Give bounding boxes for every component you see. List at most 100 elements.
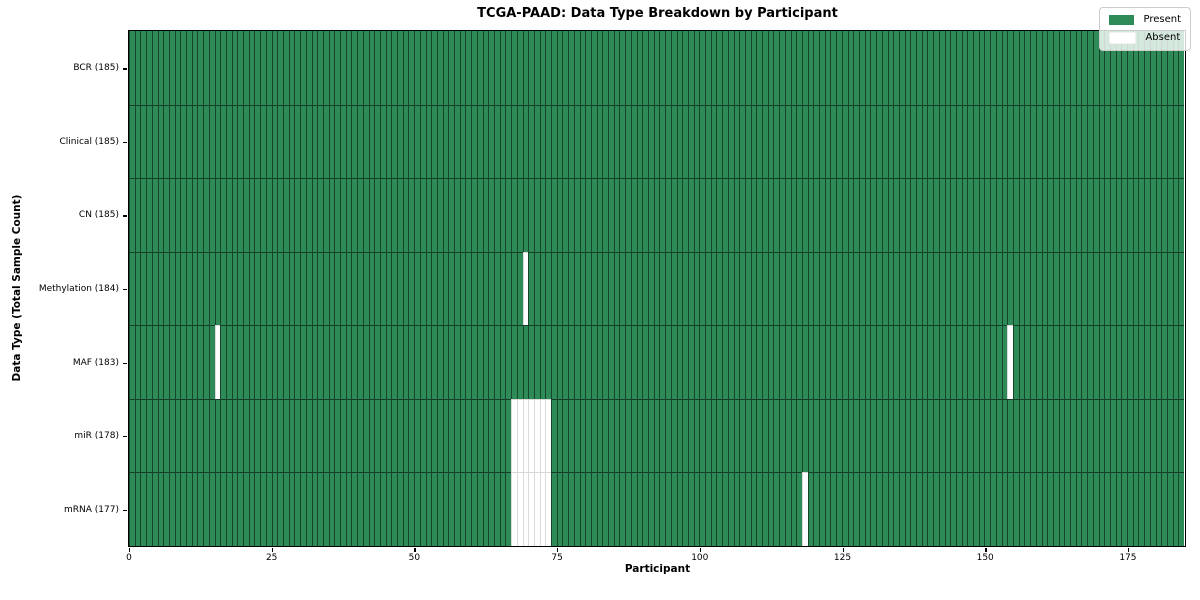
matrix-cell bbox=[653, 178, 660, 252]
matrix-cell bbox=[722, 398, 728, 473]
matrix-cell bbox=[511, 325, 517, 399]
matrix-cell bbox=[978, 472, 985, 547]
matrix-cell bbox=[322, 251, 329, 326]
matrix-cell bbox=[248, 251, 255, 326]
matrix-cell bbox=[1161, 325, 1167, 399]
matrix-cell bbox=[522, 251, 529, 326]
matrix-cell bbox=[1081, 31, 1088, 105]
matrix-cell bbox=[448, 31, 455, 105]
matrix-cell bbox=[967, 325, 974, 399]
matrix-cell bbox=[345, 325, 352, 399]
matrix-cell bbox=[636, 325, 643, 399]
matrix-cell bbox=[847, 398, 854, 473]
matrix-cell bbox=[277, 104, 283, 179]
matrix-cell bbox=[465, 31, 472, 105]
matrix-cell bbox=[1166, 251, 1173, 326]
matrix-cell bbox=[1058, 178, 1065, 252]
matrix-cell bbox=[978, 104, 985, 179]
matrix-cell bbox=[733, 472, 740, 547]
matrix-cell bbox=[379, 325, 386, 399]
matrix-cell bbox=[790, 472, 797, 547]
matrix-cell bbox=[482, 178, 489, 252]
matrix-cell bbox=[254, 104, 261, 179]
matrix-cell bbox=[916, 325, 922, 399]
matrix-cell bbox=[807, 472, 814, 547]
matrix-cell bbox=[585, 472, 591, 547]
matrix-cell bbox=[129, 251, 135, 326]
matrix-cell bbox=[1092, 104, 1099, 179]
matrix-cell bbox=[494, 251, 500, 326]
matrix-cell bbox=[693, 31, 700, 105]
matrix-cell bbox=[1104, 251, 1110, 326]
matrix-cell bbox=[596, 251, 603, 326]
matrix-cell bbox=[659, 104, 666, 179]
matrix-cell bbox=[670, 251, 677, 326]
matrix-cell bbox=[647, 178, 654, 252]
matrix-cell bbox=[499, 472, 506, 547]
matrix-cell bbox=[927, 251, 934, 326]
matrix-cell bbox=[322, 398, 329, 473]
matrix-cell bbox=[1030, 178, 1036, 252]
matrix-cell bbox=[659, 472, 666, 547]
matrix-cell bbox=[397, 472, 403, 547]
matrix-cell bbox=[305, 104, 312, 179]
matrix-cell bbox=[1104, 31, 1110, 105]
matrix-cell bbox=[727, 472, 734, 547]
x-tick-label: 125 bbox=[833, 553, 852, 563]
matrix-cell bbox=[716, 104, 723, 179]
matrix-cell bbox=[414, 31, 420, 105]
matrix-cell bbox=[739, 251, 745, 326]
matrix-cell bbox=[933, 472, 939, 547]
matrix-cell bbox=[933, 325, 939, 399]
matrix-cell bbox=[602, 104, 609, 179]
matrix-cell bbox=[630, 31, 637, 105]
matrix-cell bbox=[1064, 104, 1071, 179]
matrix-cell bbox=[767, 398, 774, 473]
matrix-cell bbox=[767, 104, 774, 179]
matrix-cell bbox=[471, 325, 477, 399]
matrix-cell bbox=[220, 104, 226, 179]
matrix-cell bbox=[1121, 398, 1128, 473]
matrix-cell bbox=[362, 31, 369, 105]
matrix-cell bbox=[893, 398, 899, 473]
matrix-cell bbox=[368, 472, 375, 547]
matrix-cell bbox=[1127, 325, 1133, 399]
matrix-cell bbox=[214, 31, 221, 105]
matrix-cell bbox=[1132, 398, 1139, 473]
matrix-cell bbox=[505, 325, 512, 399]
matrix-cell bbox=[687, 104, 694, 179]
matrix-cell bbox=[950, 104, 956, 179]
matrix-cell bbox=[841, 178, 848, 252]
matrix-cell bbox=[1144, 398, 1150, 473]
matrix-cell bbox=[385, 104, 392, 179]
matrix-cell bbox=[876, 472, 882, 547]
matrix-cell bbox=[340, 472, 346, 547]
matrix-cell bbox=[830, 325, 837, 399]
matrix-cell bbox=[556, 178, 563, 252]
matrix-cell bbox=[180, 31, 187, 105]
matrix-cell bbox=[779, 251, 785, 326]
matrix-cell bbox=[368, 104, 375, 179]
matrix-cell bbox=[955, 325, 962, 399]
matrix-cell bbox=[203, 31, 209, 105]
matrix-cell bbox=[402, 472, 409, 547]
matrix-cell bbox=[317, 325, 323, 399]
matrix-cell bbox=[1138, 31, 1145, 105]
matrix-cell bbox=[602, 472, 609, 547]
matrix-cell bbox=[573, 325, 580, 399]
matrix-cell bbox=[773, 251, 780, 326]
matrix-cell bbox=[573, 104, 580, 179]
matrix-cell bbox=[465, 251, 472, 326]
matrix-cell bbox=[248, 178, 255, 252]
matrix-cell bbox=[357, 31, 363, 105]
matrix-cell bbox=[129, 325, 135, 399]
matrix-cell bbox=[533, 31, 540, 105]
matrix-cell bbox=[186, 325, 192, 399]
matrix-cell bbox=[157, 325, 164, 399]
matrix-cell bbox=[1007, 178, 1013, 252]
matrix-cell bbox=[824, 398, 831, 473]
matrix-cell bbox=[556, 472, 563, 547]
matrix-cell bbox=[385, 31, 392, 105]
matrix-cell bbox=[260, 472, 266, 547]
matrix-cell bbox=[859, 31, 865, 105]
